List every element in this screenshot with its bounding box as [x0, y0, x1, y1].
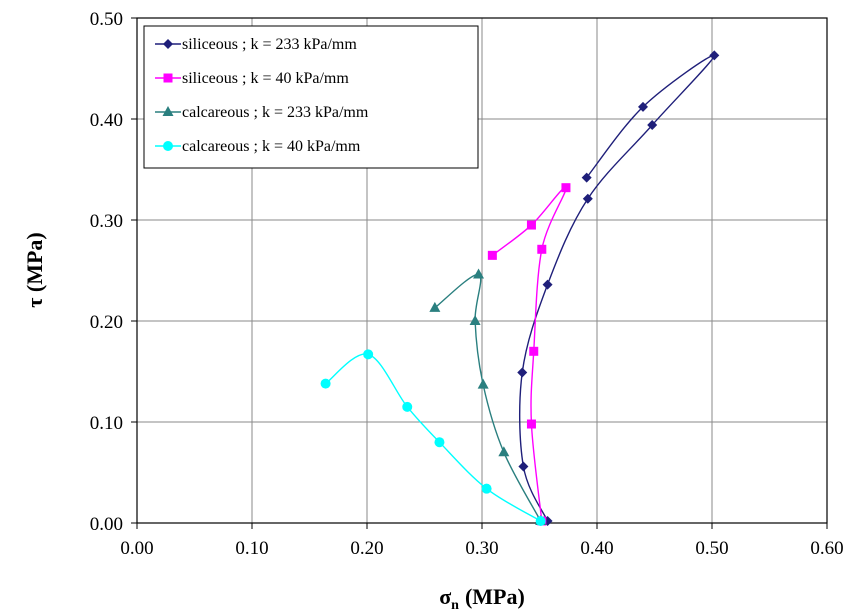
y-tick-label: 0.00 — [90, 514, 123, 535]
x-tick-label: 0.40 — [580, 538, 613, 559]
data-point — [518, 461, 529, 472]
legend-label: siliceous ; k = 40 kPa/mm — [182, 70, 349, 87]
data-point — [526, 220, 536, 230]
data-point — [561, 183, 571, 193]
y-axis-title: τ (MPa) — [22, 232, 47, 308]
data-point — [498, 446, 510, 457]
legend-label: siliceous ; k = 233 kPa/mm — [182, 36, 357, 53]
legend-item: calcareous ; k = 40 kPa/mm — [155, 138, 361, 155]
series-4 — [320, 349, 546, 526]
x-tick-label: 0.00 — [120, 538, 153, 559]
legend-item: siliceous ; k = 40 kPa/mm — [155, 70, 349, 87]
y-tick-label: 0.20 — [90, 312, 123, 333]
data-point — [638, 101, 648, 112]
data-point — [363, 349, 374, 360]
legend-item: siliceous ; k = 233 kPa/mm — [155, 36, 357, 53]
data-point — [517, 367, 528, 378]
x-tick-label: 0.50 — [695, 538, 728, 559]
series-line — [325, 353, 542, 522]
data-point — [487, 250, 497, 260]
legend: siliceous ; k = 233 kPa/mm siliceous ; k … — [143, 25, 479, 169]
y-axis: 0.00 0.10 0.20 0.30 0.40 0.50 — [90, 9, 137, 535]
y-tick-label: 0.40 — [90, 110, 123, 131]
data-point — [709, 50, 720, 61]
legend-box — [143, 25, 479, 169]
data-point — [582, 193, 593, 204]
y-tick-label: 0.10 — [90, 413, 123, 434]
data-point — [529, 346, 539, 356]
x-axis: 0.00 0.10 0.20 0.30 0.40 0.50 0.60 — [120, 523, 844, 559]
data-point — [477, 378, 489, 389]
legend-marker — [163, 141, 173, 151]
legend-marker — [163, 39, 173, 49]
y-tick-label: 0.30 — [90, 211, 123, 232]
series-3 — [429, 268, 547, 525]
legend-label: calcareous ; k = 40 kPa/mm — [182, 138, 361, 155]
x-axis-title: σn (MPa) — [439, 584, 525, 613]
data-point — [537, 244, 547, 254]
legend-item: calcareous ; k = 233 kPa/mm — [155, 104, 369, 121]
data-point — [473, 268, 485, 279]
data-point — [429, 301, 441, 312]
data-point — [434, 437, 445, 448]
data-point — [481, 483, 492, 494]
data-point — [320, 378, 331, 389]
y-tick-label: 0.50 — [90, 9, 123, 30]
data-point — [469, 315, 481, 325]
series-1 — [517, 50, 720, 526]
data-point — [535, 515, 546, 526]
series-layer — [320, 50, 720, 526]
data-point — [647, 120, 658, 131]
x-tick-label: 0.30 — [465, 538, 498, 559]
data-point — [542, 279, 553, 290]
series-2 — [487, 183, 571, 526]
x-tick-label: 0.60 — [810, 538, 843, 559]
series-line — [491, 186, 567, 522]
x-tick-label: 0.20 — [350, 538, 383, 559]
data-point — [402, 401, 413, 412]
data-point — [526, 419, 536, 429]
legend-label: calcareous ; k = 233 kPa/mm — [182, 104, 369, 121]
x-tick-label: 0.10 — [235, 538, 268, 559]
data-point — [581, 172, 592, 183]
legend-marker — [162, 106, 174, 116]
legend-marker — [163, 73, 173, 83]
